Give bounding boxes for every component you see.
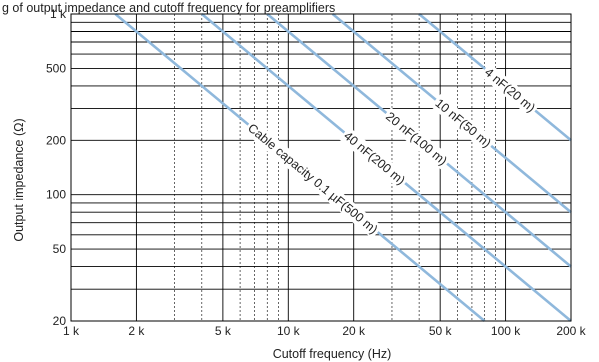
series-label-text: 40 nF(200 m) [341, 129, 408, 188]
series-label: Cable capacity 0.1 µF(500 m) [242, 118, 383, 239]
series-label: 40 nF(200 m) [338, 126, 410, 190]
series-label-background [380, 107, 452, 171]
y-tick-label: 100 [46, 188, 66, 202]
y-tick-label: 1 k [50, 7, 67, 21]
x-tick-label: 1 k [63, 324, 80, 338]
x-tick-label: 100 k [491, 324, 521, 338]
x-tick-label: 2 k [128, 324, 145, 338]
series-label: 20 nF(100 m) [380, 107, 452, 171]
series-label-background [479, 63, 541, 118]
series-label-background [338, 126, 410, 190]
x-axis-title: Cutoff frequency (Hz) [273, 347, 392, 361]
x-tick-label: 20 k [342, 324, 366, 338]
series-label-text: 4 nF(20 m) [482, 65, 538, 115]
plot-frame [70, 13, 572, 322]
y-axis-title: Output impedance (Ω) [12, 118, 26, 241]
chart-caption: g of output impedance and cutoff frequen… [2, 1, 335, 15]
x-tick-label: 10 k [277, 324, 301, 338]
y-tick-label: 20 [53, 314, 67, 328]
series-label-background [242, 118, 383, 239]
y-tick-label: 200 [46, 133, 66, 147]
series-label-background [430, 93, 496, 153]
x-tick-labels: 1 k 2 k 5 k 10 k 20 k 50 k 100 k 200 k [63, 324, 587, 338]
y-tick-label: 500 [46, 61, 66, 75]
y-tick-label: 50 [53, 242, 67, 256]
x-tick-label: 200 k [556, 324, 586, 338]
x-tick-label: 5 k [215, 324, 232, 338]
series-lines [114, 13, 572, 322]
x-tick-label: 50 k [429, 324, 453, 338]
series-label: 4 nF(20 m) [479, 63, 541, 118]
y-tick-labels: 20 50 100 200 500 1 k [46, 7, 67, 328]
